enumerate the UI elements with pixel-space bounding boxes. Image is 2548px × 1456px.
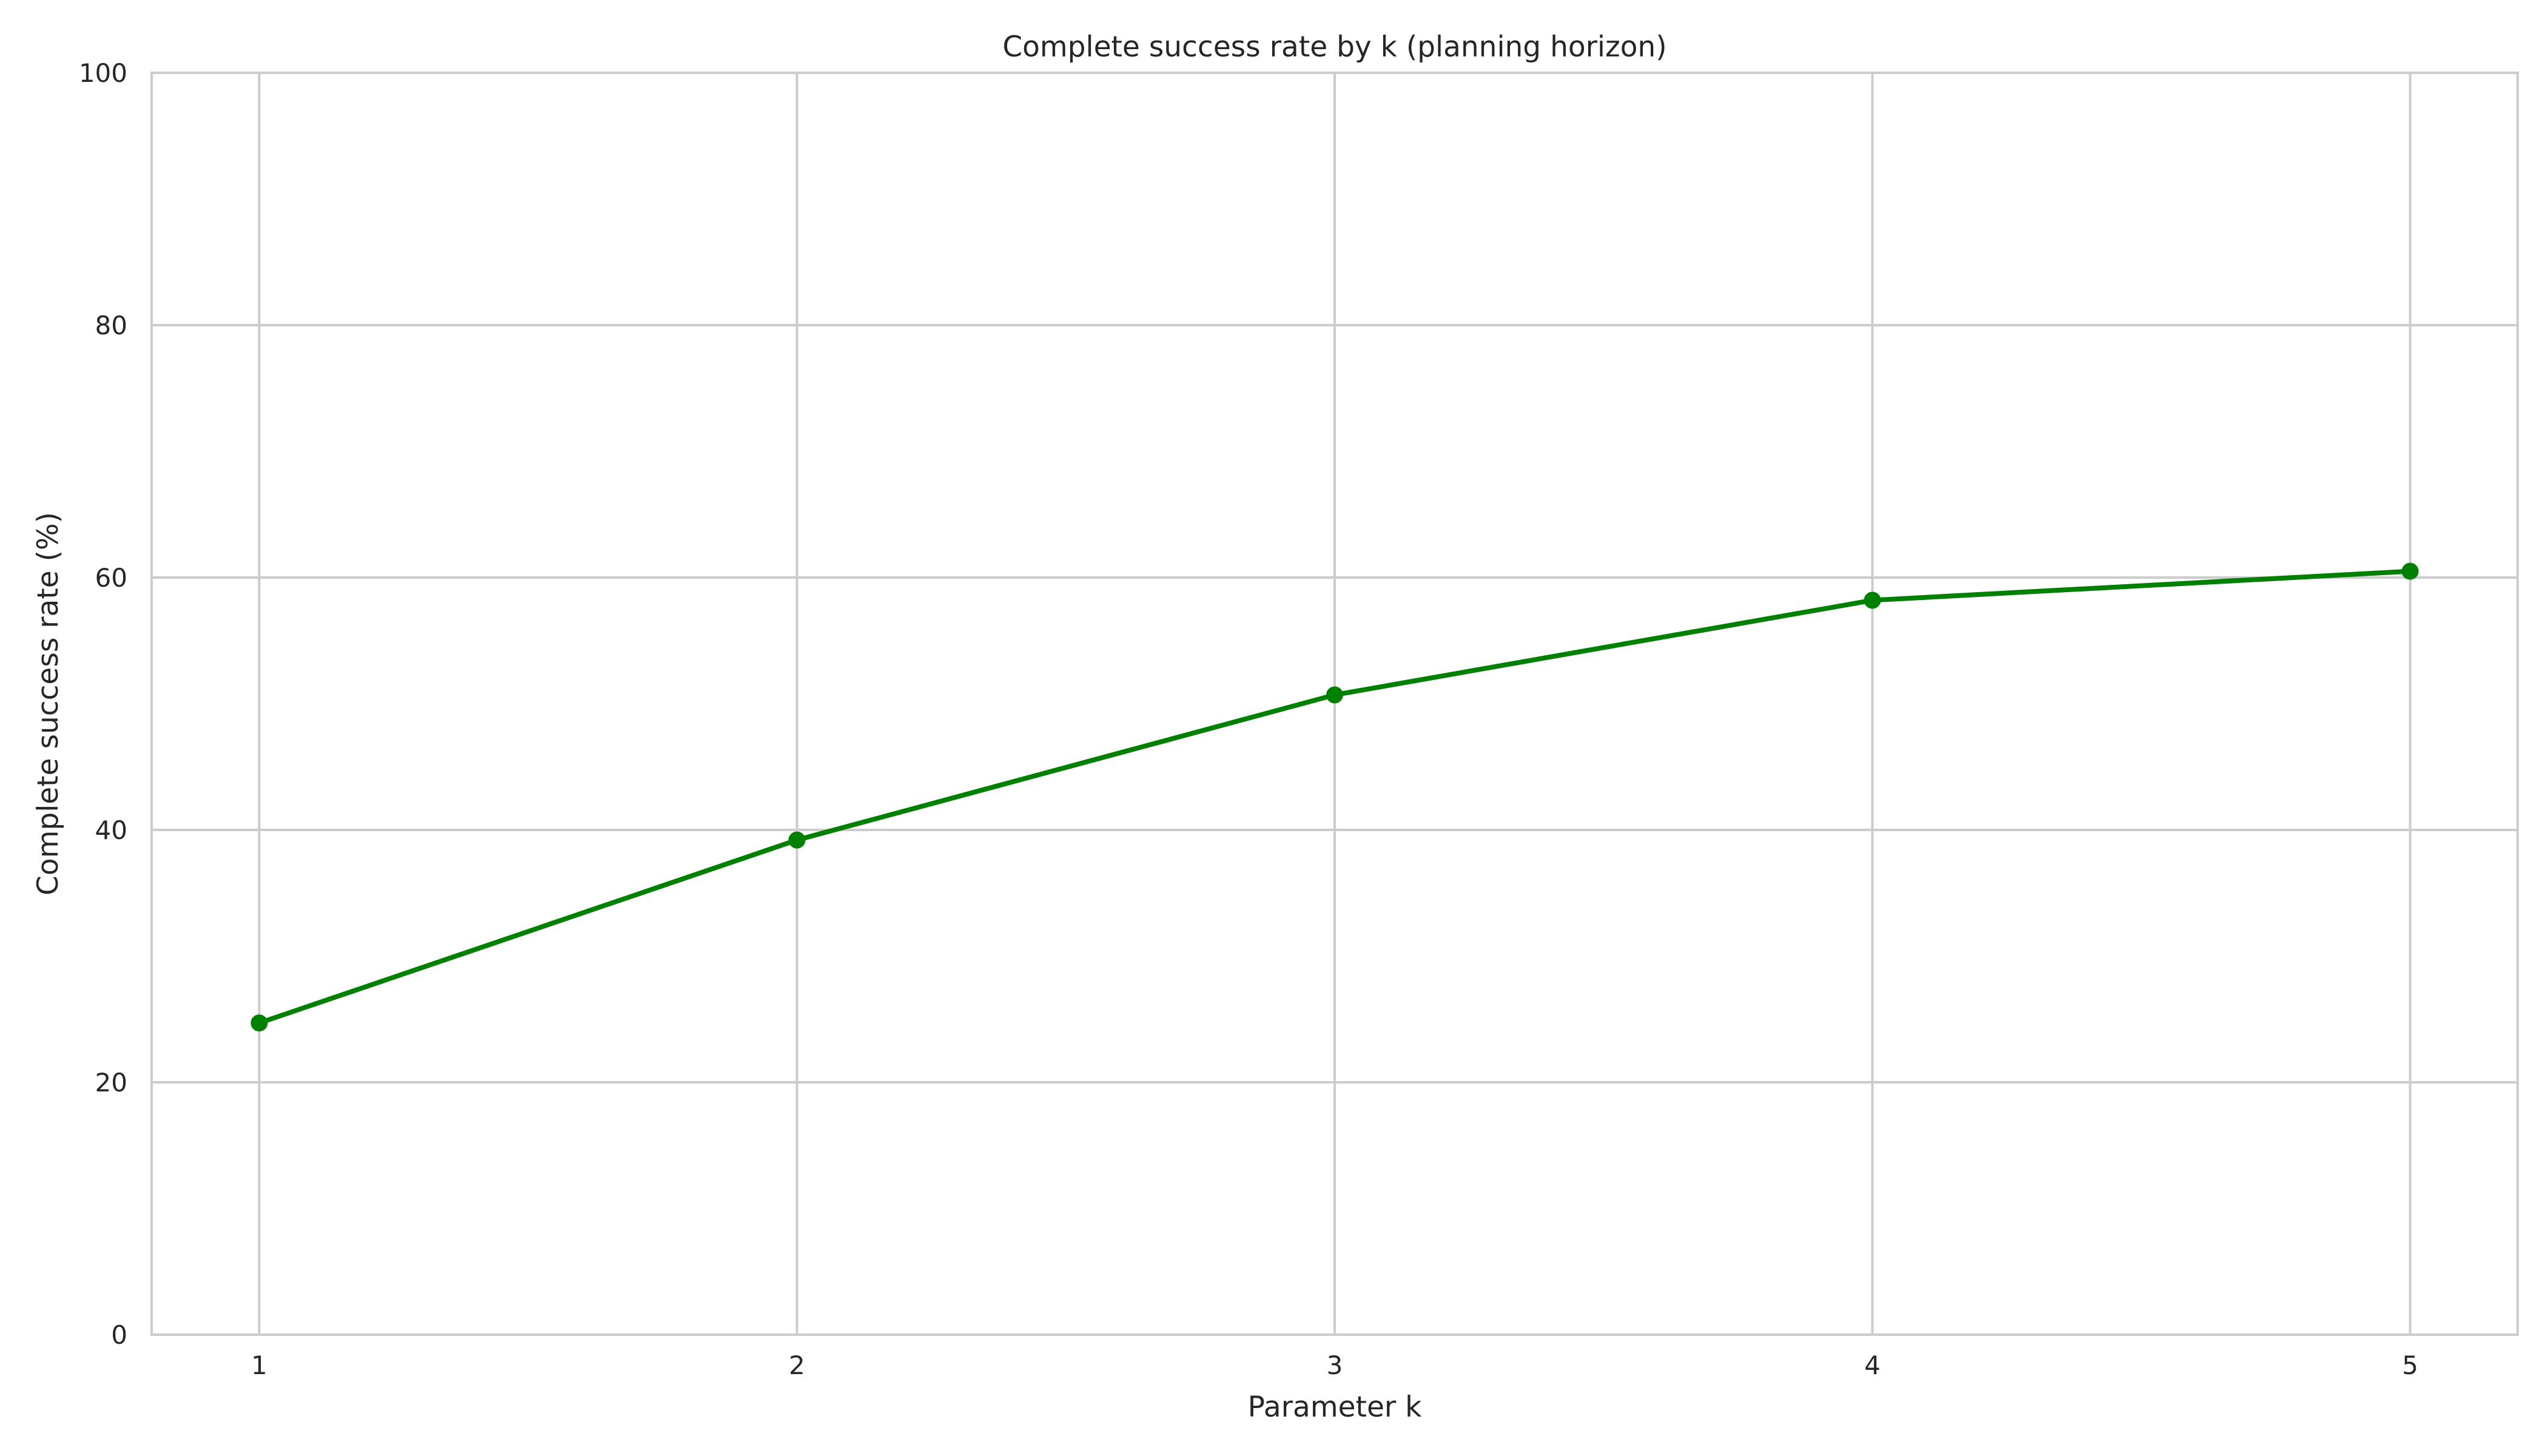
chart-title: Complete success rate by k (planning hor…: [1002, 30, 1667, 64]
y-axis-label: Complete success rate (%): [32, 512, 65, 895]
y-tick-label: 100: [79, 58, 127, 88]
y-tick-label: 40: [95, 815, 127, 845]
x-tick-label: 2: [789, 1350, 805, 1380]
data-point: [1864, 592, 1881, 609]
x-tick-label: 5: [2402, 1350, 2418, 1380]
x-axis-ticks: 1 2 3 4 5: [251, 1350, 2418, 1380]
grid: [152, 72, 2518, 1336]
series-layer: [251, 562, 2419, 1032]
y-tick-label: 20: [95, 1068, 127, 1097]
y-tick-label: 0: [111, 1320, 127, 1350]
y-axis-ticks: 0 20 40 60 80 100: [79, 58, 127, 1350]
x-axis-label: Parameter k: [1248, 1390, 1422, 1424]
x-tick-label: 4: [1864, 1350, 1881, 1380]
plot-frame: [150, 72, 2519, 1336]
x-tick-label: 1: [251, 1350, 268, 1380]
data-point: [2401, 562, 2419, 580]
x-tick-label: 3: [1327, 1350, 1343, 1380]
y-tick-label: 60: [95, 563, 127, 593]
data-point: [251, 1014, 268, 1032]
data-point: [1326, 686, 1343, 704]
data-point: [788, 831, 806, 849]
y-tick-label: 80: [95, 311, 127, 340]
